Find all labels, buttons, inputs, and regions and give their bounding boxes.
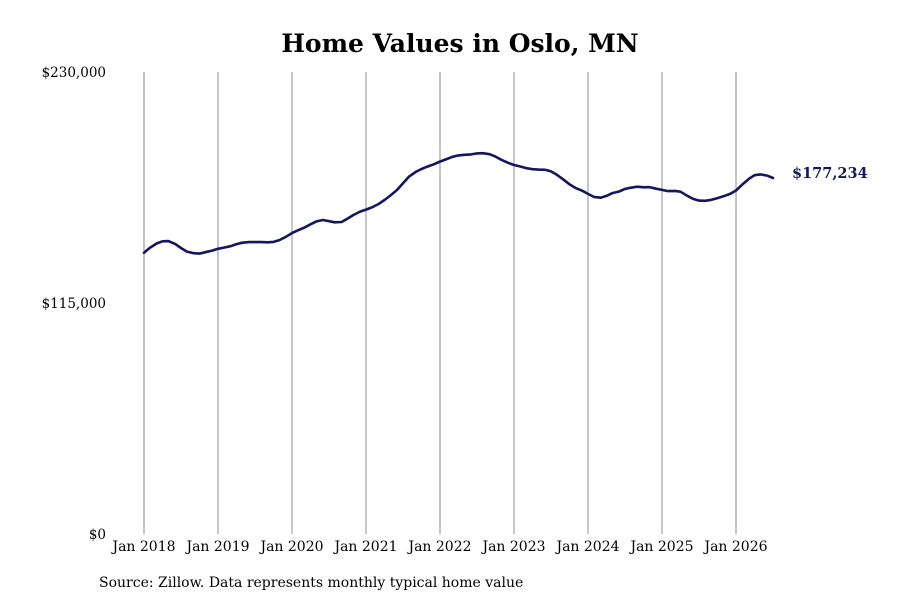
home-value-series-line <box>142 151 775 255</box>
x-axis-tick-labels: Jan 2018 Jan 2019 Jan 2020 Jan 2021 Jan 2022… <box>110 539 767 555</box>
source-note: Source: Zillow. Data represents monthly … <box>99 575 523 591</box>
x-tick-label-5: Jan 2023 <box>480 539 545 555</box>
y-tick-label-1: $115,000 <box>42 296 106 312</box>
y-tick-label-0: $0 <box>89 527 106 543</box>
x-tick-label-0: Jan 2018 <box>110 539 175 555</box>
latest-value-label: $177,234 <box>792 165 868 182</box>
x-tick-label-7: Jan 2025 <box>628 539 693 555</box>
gridlines <box>143 72 737 534</box>
y-axis-tick-labels: $0 $115,000 $230,000 <box>42 65 106 543</box>
x-tick-label-4: Jan 2022 <box>406 539 471 555</box>
x-tick-label-2: Jan 2020 <box>258 539 323 555</box>
x-tick-label-3: Jan 2021 <box>332 539 397 555</box>
x-tick-label-8: Jan 2026 <box>702 539 767 555</box>
x-tick-label-6: Jan 2024 <box>554 539 619 555</box>
chart-title: Home Values in Oslo, MN <box>281 29 638 58</box>
y-tick-label-2: $230,000 <box>42 65 106 81</box>
x-tick-label-1: Jan 2019 <box>184 539 249 555</box>
